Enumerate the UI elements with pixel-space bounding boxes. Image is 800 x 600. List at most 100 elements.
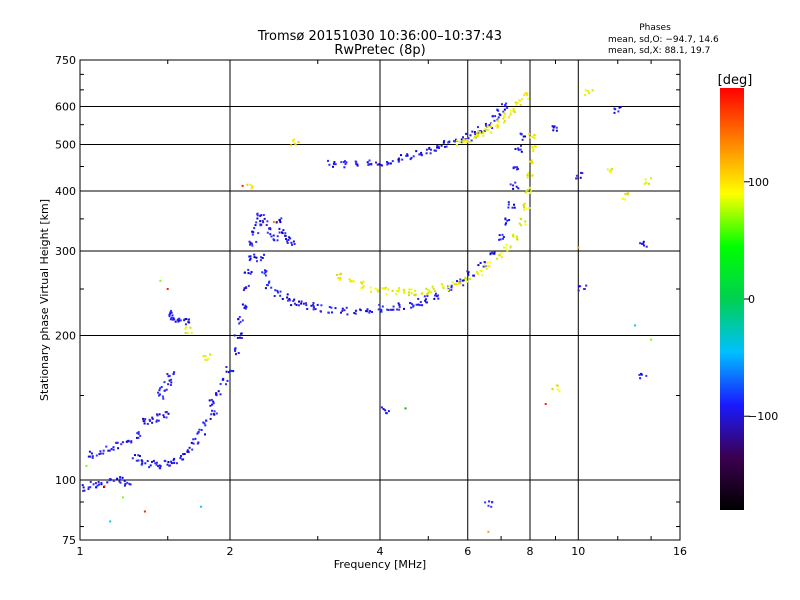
data-point [497,109,500,112]
data-point [442,141,445,144]
data-point [128,482,131,485]
data-point [509,112,512,115]
data-point [225,383,227,386]
data-point [479,262,482,264]
data-point [367,163,370,166]
data-point [500,252,503,255]
data-point [519,103,522,106]
data-point [157,465,160,468]
data-point [500,256,503,259]
data-point [239,336,241,339]
data-point [645,245,648,248]
data-point [443,140,446,143]
data-point [477,130,480,133]
data-point [419,301,422,303]
data-point [464,276,467,279]
data-point [420,292,423,295]
data-point [116,477,119,480]
data-point [463,279,466,282]
data-point [464,279,467,282]
data-point [366,310,369,313]
data-point [462,284,465,287]
data-point [484,128,486,131]
data-point [526,92,529,95]
data-point [264,271,267,274]
data-point [269,228,272,231]
data-point [91,456,94,459]
data-point [382,288,385,291]
data-point [467,274,470,277]
data-point [509,245,512,248]
data-point [527,171,530,174]
data-point [253,253,256,256]
data-point [552,129,555,132]
x-axis-ticks: 1 2 4 6 8 10 16 [77,60,687,558]
data-point [471,130,474,133]
data-point [451,281,454,284]
data-point [521,138,524,141]
data-point [405,154,408,157]
data-point [228,371,230,374]
data-point [170,311,173,314]
data-point [502,236,505,238]
y-tick-label: 600 [55,101,76,114]
data-point [626,193,629,196]
data-point [477,264,480,267]
data-point [264,274,267,277]
data-point [520,224,523,227]
data-point [526,174,529,176]
data-point [267,281,270,284]
data-point [495,124,498,127]
data-point [204,424,207,427]
data-point [645,182,648,185]
data-point [613,107,616,110]
data-point [237,352,240,354]
data-point [163,381,166,384]
data-point [124,482,127,485]
data-point [126,481,129,484]
data-point [340,311,342,314]
data-point [320,304,323,307]
data-point [395,289,398,292]
data-point [645,374,648,377]
data-point [475,270,478,273]
data-point [467,137,470,140]
data-point [284,234,287,237]
data-point [354,160,357,163]
data-point [506,107,509,109]
data-point [486,261,489,264]
legend-title: Phases [639,23,671,33]
data-point [482,265,485,268]
data-point [181,458,184,461]
data-point [272,234,275,237]
data-point [428,146,431,149]
data-point [253,256,256,259]
data-point [528,207,531,209]
data-point [370,163,373,166]
data-point [437,297,440,300]
data-point [534,145,537,148]
data-point [159,387,162,390]
data-point [327,311,330,314]
data-point [426,294,429,297]
data-point [397,160,400,163]
data-point [521,98,523,101]
data-point [487,264,489,267]
data-point [512,187,515,190]
data-point [391,289,394,292]
data-point [276,239,279,242]
data-point [584,89,587,92]
data-point [173,461,176,464]
data-point [278,227,281,230]
data-point [204,433,206,436]
data-point [290,241,293,244]
data-point [177,320,180,323]
data-point [462,136,464,139]
data-point [425,152,428,155]
data-point [316,303,319,306]
data-point [142,417,145,420]
data-point [88,450,91,453]
data-point [163,416,166,419]
data-point [556,384,559,387]
data-point [173,457,176,460]
